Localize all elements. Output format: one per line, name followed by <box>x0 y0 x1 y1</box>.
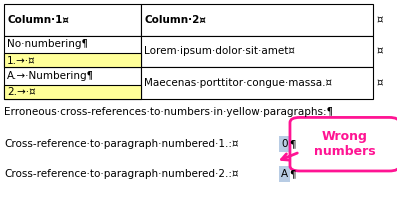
Text: ¤: ¤ <box>376 47 383 56</box>
Text: ¶: ¶ <box>290 169 296 179</box>
FancyBboxPatch shape <box>4 4 141 36</box>
Text: 1.→·¤: 1.→·¤ <box>7 56 36 66</box>
FancyBboxPatch shape <box>4 67 141 99</box>
Text: Erroneous·cross-references·to·numbers·in·yellow·paragraphs:¶: Erroneous·cross-references·to·numbers·in… <box>4 107 333 117</box>
FancyBboxPatch shape <box>290 117 399 171</box>
Text: Cross-reference·to·paragraph·numbered·1.:¤: Cross-reference·to·paragraph·numbered·1.… <box>4 139 238 149</box>
FancyBboxPatch shape <box>279 136 290 152</box>
Text: Maecenas·porttitor·congue·massa.¤: Maecenas·porttitor·congue·massa.¤ <box>144 78 332 88</box>
Text: ¤: ¤ <box>376 15 383 25</box>
FancyBboxPatch shape <box>141 67 373 99</box>
Text: ¤: ¤ <box>376 78 383 88</box>
Text: Column·1¤: Column·1¤ <box>7 15 69 25</box>
FancyBboxPatch shape <box>4 85 141 99</box>
Text: A.→·Numbering¶: A.→·Numbering¶ <box>7 71 94 81</box>
Text: 2.→·¤: 2.→·¤ <box>7 87 36 97</box>
FancyBboxPatch shape <box>4 36 141 67</box>
Text: Wrong
numbers: Wrong numbers <box>314 130 375 158</box>
FancyBboxPatch shape <box>279 166 290 182</box>
Text: 0: 0 <box>281 139 288 149</box>
FancyBboxPatch shape <box>4 53 141 67</box>
Text: No·numbering¶: No·numbering¶ <box>7 39 88 49</box>
Text: Column·2¤: Column·2¤ <box>144 15 206 25</box>
FancyBboxPatch shape <box>141 36 373 67</box>
Text: Cross-reference·to·paragraph·numbered·2.:¤: Cross-reference·to·paragraph·numbered·2.… <box>4 169 238 179</box>
FancyBboxPatch shape <box>141 4 373 36</box>
Text: ¶: ¶ <box>290 139 296 149</box>
Text: Lorem·ipsum·dolor·sit·amet¤: Lorem·ipsum·dolor·sit·amet¤ <box>144 47 295 56</box>
Text: A: A <box>281 169 288 179</box>
